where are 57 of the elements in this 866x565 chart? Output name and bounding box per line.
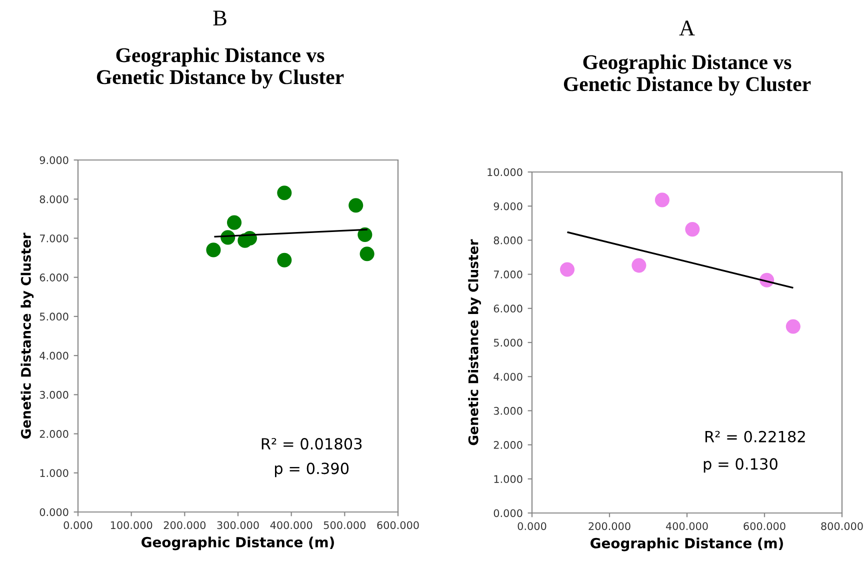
y-tick-label: 2.000 bbox=[40, 430, 68, 438]
x-tick-label: 200.000 bbox=[164, 521, 206, 530]
point bbox=[348, 198, 364, 213]
y-tick-label: 5.000 bbox=[494, 338, 522, 347]
y-tick-label: 6.000 bbox=[40, 274, 68, 282]
y-tick-label: 1.000 bbox=[494, 475, 522, 484]
y-tick-label: 9.000 bbox=[40, 156, 68, 164]
point bbox=[277, 186, 292, 200]
x-tick-label: 800.000 bbox=[821, 522, 863, 530]
annotation: p = 0.390 bbox=[275, 462, 349, 478]
chart-title: Geographic Distance vs Genetic Distance by Cluster bbox=[96, 48, 344, 88]
y-tick-label: 6.000 bbox=[494, 304, 522, 313]
x-tick-label: 100.000 bbox=[110, 521, 152, 530]
point bbox=[226, 215, 242, 230]
text: B bbox=[213, 10, 226, 26]
x-axis-title: Geographic Distance (m) bbox=[142, 536, 334, 550]
point bbox=[685, 222, 700, 237]
point bbox=[358, 227, 372, 242]
point bbox=[786, 319, 800, 334]
y-tick-label: 2.000 bbox=[494, 441, 522, 449]
point bbox=[560, 262, 575, 277]
y-tick-label: 4.000 bbox=[494, 372, 522, 381]
y-tick-label: 3.000 bbox=[494, 406, 522, 415]
point bbox=[206, 242, 221, 258]
point bbox=[277, 252, 292, 268]
x-tick-label: 200.000 bbox=[588, 522, 630, 530]
annotation: R² = 0.01803 bbox=[262, 438, 362, 450]
annotation: p = 0.130 bbox=[704, 458, 778, 473]
point bbox=[360, 246, 374, 262]
chart-title: Geographic Distance vs Genetic Distance by Cluster bbox=[564, 54, 811, 96]
y-tick-label: 10.000 bbox=[488, 168, 522, 176]
annotation: R² = 0.22182 bbox=[705, 430, 805, 442]
y-tick-label: 0.000 bbox=[40, 508, 68, 516]
x-axis-title: Geographic Distance (m) bbox=[590, 538, 783, 552]
y-tick-label: 4.000 bbox=[40, 352, 68, 360]
y-tick-label: 7.000 bbox=[494, 270, 522, 278]
y-tick-label: 7.000 bbox=[40, 234, 68, 242]
text: A bbox=[679, 20, 695, 36]
y-tick-label: 9.000 bbox=[494, 202, 522, 210]
y-tick-label: 5.000 bbox=[40, 312, 68, 321]
y-axis-title: Genetic Distance by Cluster bbox=[20, 232, 34, 439]
x-tick-label: 600.000 bbox=[744, 522, 786, 530]
y-axis-title: Genetic Distance by Cluster bbox=[468, 239, 481, 446]
point bbox=[632, 258, 646, 273]
x-tick-label: 0.000 bbox=[64, 521, 92, 530]
x-tick-label: 400.000 bbox=[270, 521, 312, 530]
y-tick-label: 1.000 bbox=[40, 469, 68, 477]
x-tick-label: 300.000 bbox=[217, 521, 259, 530]
x-tick-label: 600.000 bbox=[377, 521, 419, 530]
x-tick-label: 0.000 bbox=[518, 522, 546, 530]
y-tick-label: 8.000 bbox=[40, 195, 68, 204]
x-tick-label: 500.000 bbox=[324, 521, 366, 530]
y-tick-label: 0.000 bbox=[494, 509, 522, 518]
y-tick-label: 3.000 bbox=[40, 390, 68, 399]
x-tick-label: 400.000 bbox=[666, 522, 708, 530]
y-tick-label: 8.000 bbox=[494, 236, 522, 244]
point bbox=[654, 192, 670, 208]
